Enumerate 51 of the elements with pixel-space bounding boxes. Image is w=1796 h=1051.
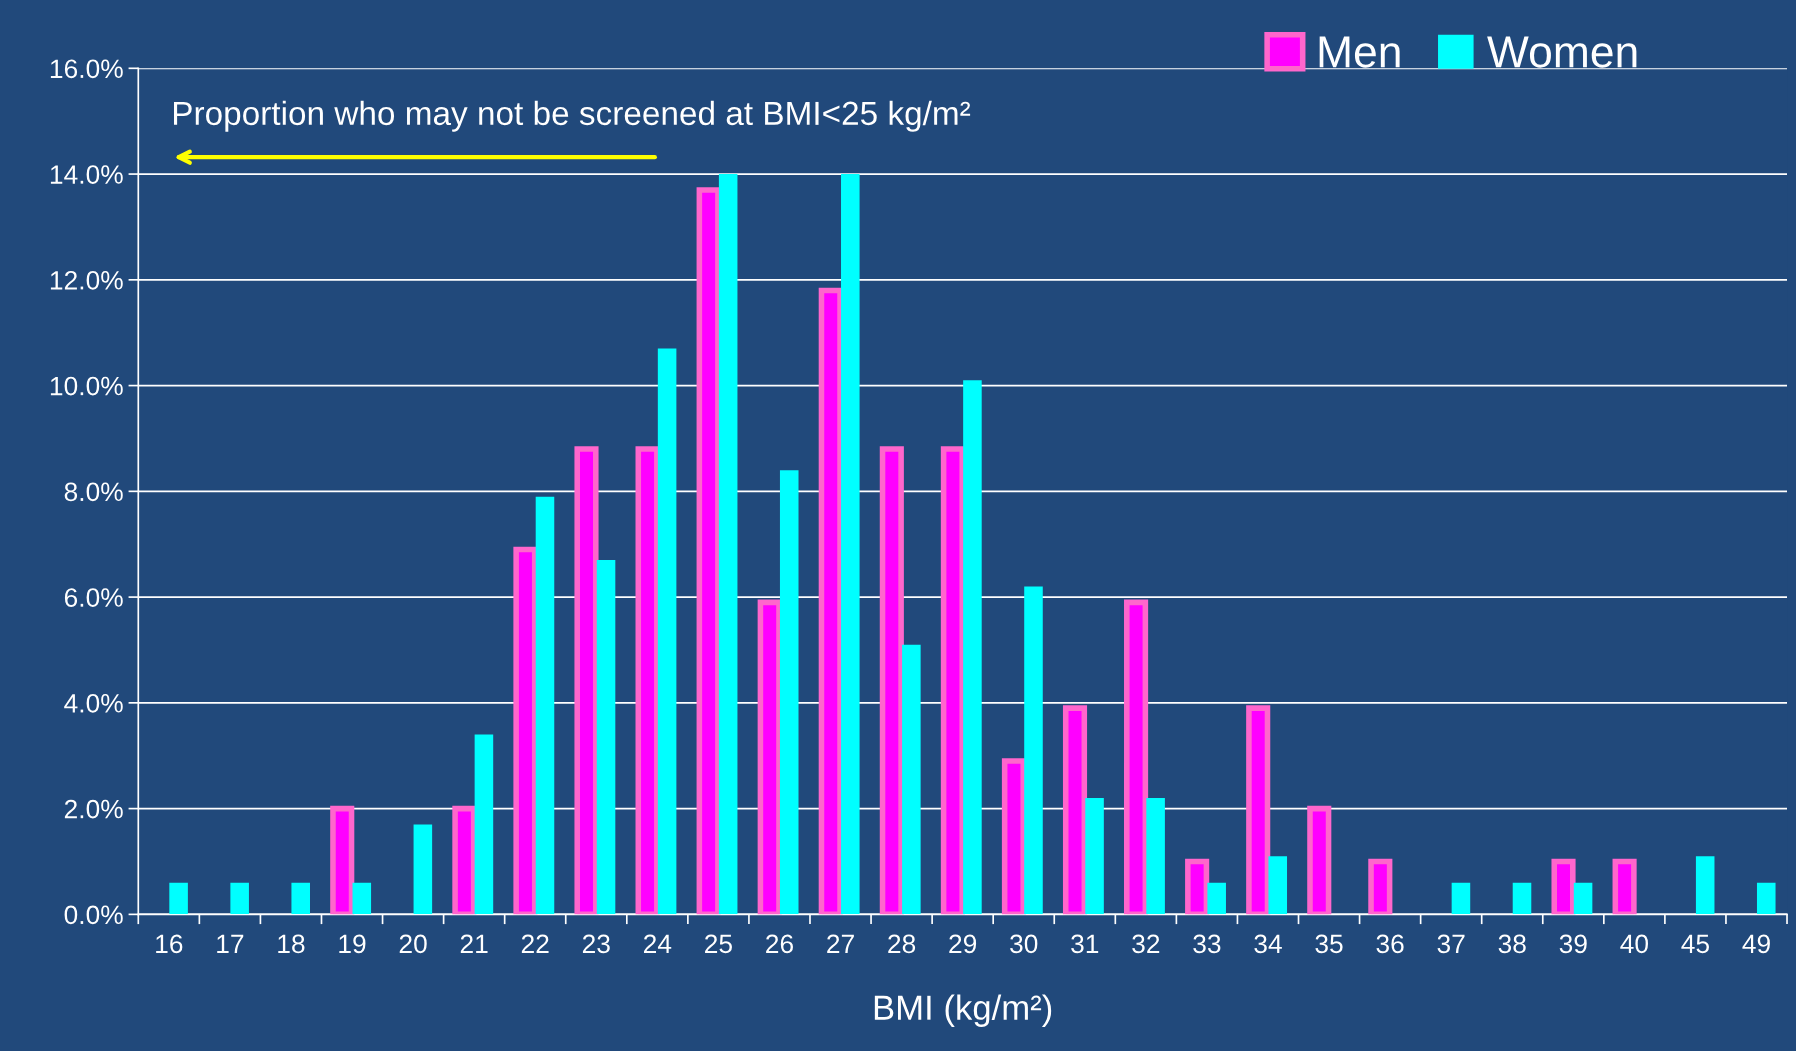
bar [169,882,188,915]
y-tick-label: 14.0% [50,165,123,184]
bar [1512,882,1532,915]
y-tick-label: 10.0% [50,376,123,396]
bar [1695,856,1715,915]
y-tick-label: 16.0% [50,59,123,79]
x-tick-label: 22 [521,934,549,953]
x-tick-label: 17 [217,934,244,953]
x-tick-label: 30 [1010,934,1038,954]
y-tick-label: 0.0% [64,905,123,925]
x-tick-label: 29 [949,934,977,954]
bar [1756,882,1776,915]
x-tick-label: 23 [582,934,610,954]
x-tick-label: 20 [399,934,427,954]
x-tick-label: 18 [278,934,305,954]
x-tick-label: 25 [705,934,732,954]
x-tick-label: 27 [827,934,854,953]
bar [291,882,310,915]
x-tick-label: 35 [1315,934,1343,954]
legend-label: Men [1319,36,1400,68]
x-tick-label: 49 [1742,934,1770,954]
x-tick-label: 45 [1681,934,1709,954]
bar [1268,856,1288,915]
x-tick-label: 37 [1437,934,1465,954]
x-tick-label: 40 [1620,934,1649,954]
x-tick-label: 19 [339,934,366,954]
x-tick-label: 34 [1254,934,1282,954]
bar [1451,882,1471,915]
y-tick-label: 8.0% [64,482,123,502]
legend-label: Women [1487,36,1637,68]
bar [413,824,433,915]
y-tick-label: 12.0% [50,270,123,290]
annotation: Proportion who may not be screened at BMI<25 kg/m² [174,100,971,132]
x-tick-label: 26 [766,934,793,954]
bar [230,882,249,915]
y-tick-label: 6.0% [64,588,123,607]
x-tick-label: 21 [460,934,488,953]
x-tick-label: 38 [1498,934,1526,954]
bar [352,882,372,915]
x-tick-label: 31 [1071,934,1099,954]
x-tick-label: 16 [156,934,183,954]
x-tick-label: 36 [1376,934,1404,954]
bar [1024,586,1043,915]
x-tick-label: 39 [1559,934,1587,954]
x-tick-label: 28 [888,934,916,954]
x-tick-label: 24 [643,934,672,953]
x-axis-title: BMI (kg/m²) [874,994,1052,1027]
x-tick-label: 32 [1132,934,1160,954]
x-tick-label: 33 [1193,934,1221,954]
y-tick-label: 2.0% [64,799,123,819]
y-tick-label: 4.0% [64,693,123,713]
